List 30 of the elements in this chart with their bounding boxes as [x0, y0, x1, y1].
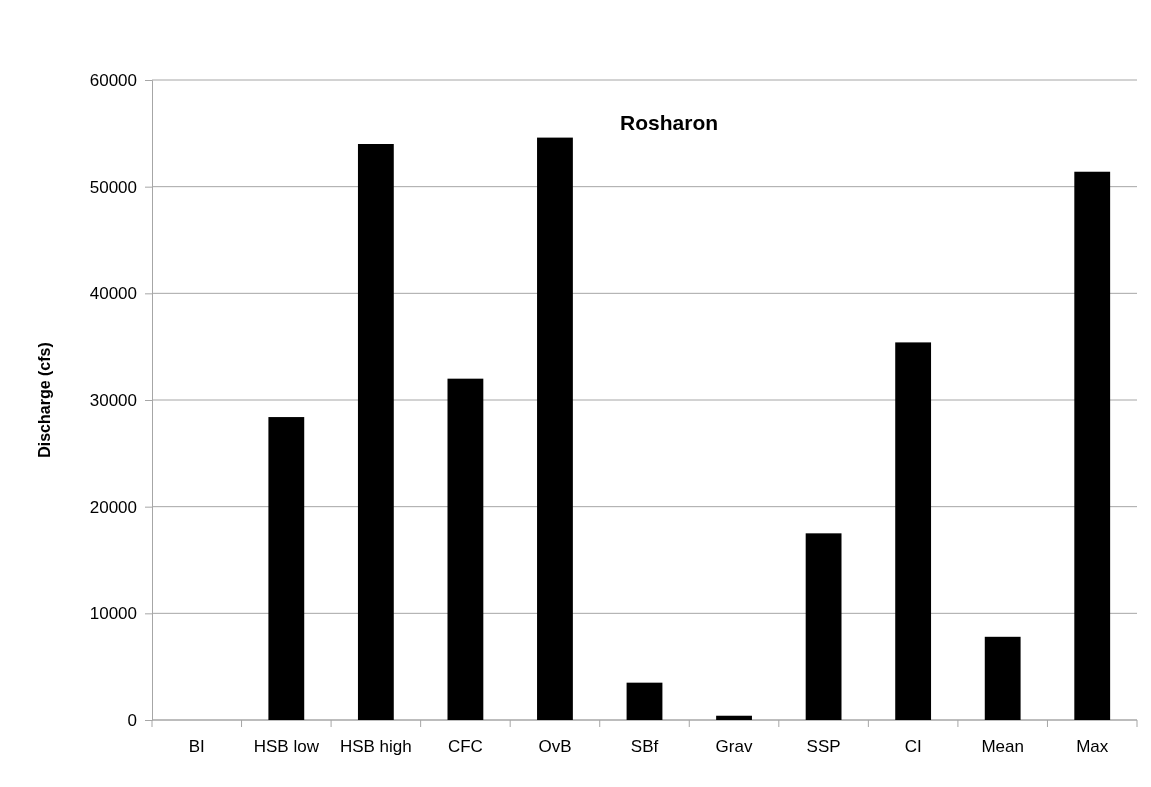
y-tick-label: 20000 [89, 497, 137, 517]
x-tick-label: Max [1076, 737, 1109, 756]
bar [805, 533, 842, 720]
x-tick-label: SBf [630, 737, 659, 756]
x-tick-label: SSP [806, 737, 841, 756]
bar [268, 417, 305, 720]
x-tick-label: HSB low [253, 737, 320, 756]
bar [357, 144, 394, 720]
x-tick-label: OvB [538, 737, 572, 756]
y-axis-title: Discharge (cfs) [36, 342, 53, 458]
y-tick-label: 40000 [89, 284, 137, 304]
x-tick-label: Grav [715, 737, 753, 756]
y-tick-label: 10000 [89, 604, 137, 624]
bar [626, 682, 663, 720]
bar [895, 342, 932, 720]
x-tick-label: BI [188, 737, 205, 756]
bar [716, 715, 752, 720]
x-tick-label: HSB high [339, 737, 412, 756]
y-tick-label: 30000 [89, 390, 137, 410]
x-tick-label: Mean [981, 737, 1024, 756]
bar [447, 378, 484, 720]
bar [1074, 171, 1111, 720]
x-tick-label: CFC [447, 737, 483, 756]
y-tick-label: 60000 [89, 70, 137, 90]
y-tick-label: 50000 [89, 177, 137, 197]
bar [537, 137, 573, 720]
x-tick-label: CI [904, 737, 922, 756]
bar [984, 636, 1021, 720]
y-tick-label: 0 [127, 710, 137, 730]
text: Rosharon [620, 111, 719, 134]
